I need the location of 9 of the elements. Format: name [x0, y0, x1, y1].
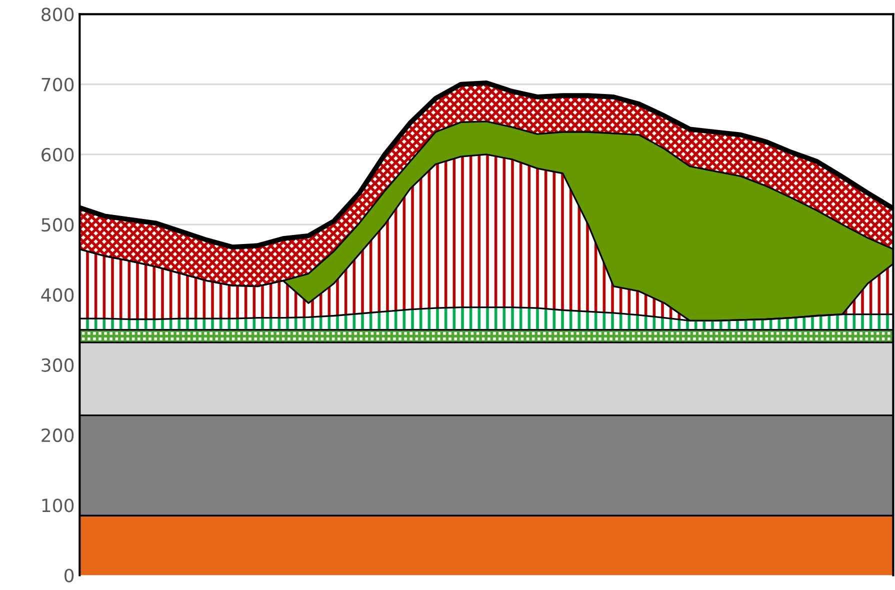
y-tick-label: 600: [42, 148, 74, 162]
y-tick-label: 100: [42, 498, 74, 512]
y-tick-label: 500: [42, 218, 74, 232]
y-tick-label: 400: [41, 288, 74, 302]
y-tick-label: 700: [42, 78, 74, 92]
y-tick-label: 200: [42, 428, 74, 442]
y-tick-label: 300: [42, 358, 74, 372]
y-tick-label: 0: [64, 568, 74, 582]
y-tick-label: 800: [42, 8, 74, 22]
